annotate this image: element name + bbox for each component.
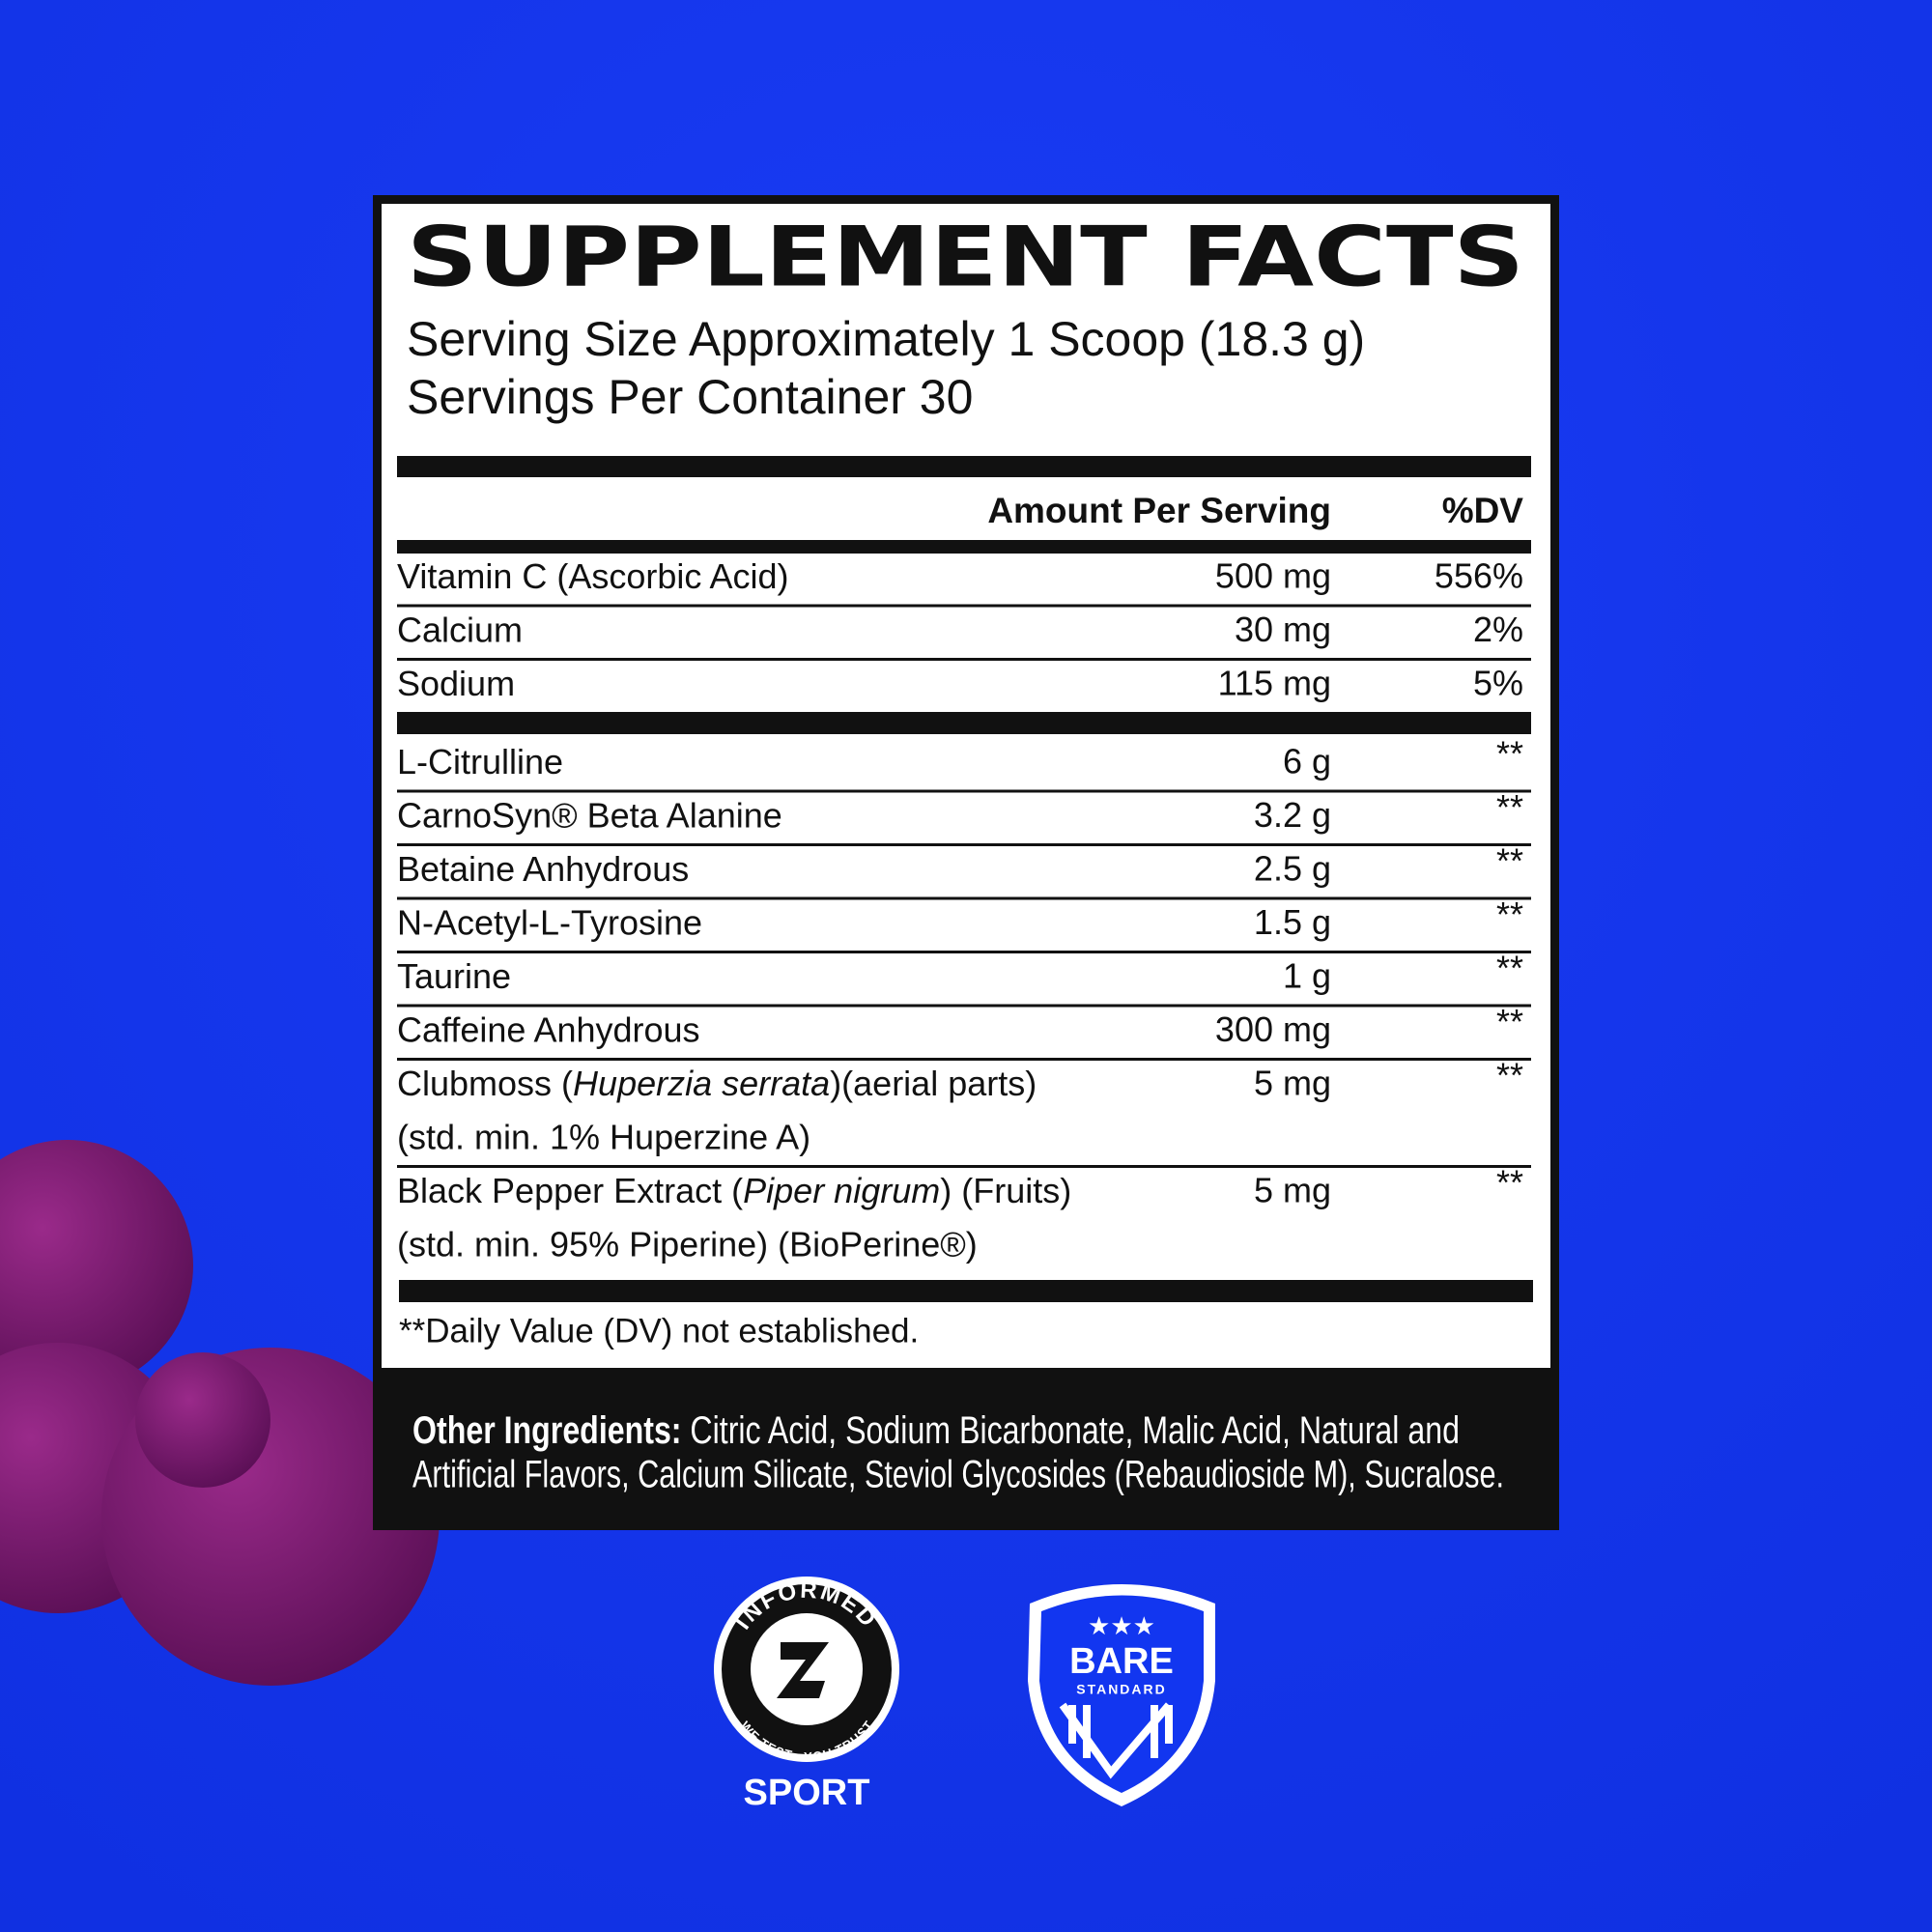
badge-name: BARE <box>1069 1641 1174 1682</box>
name-part: Clubmoss ( <box>397 1064 573 1103</box>
row-dv: ** <box>1496 949 1523 988</box>
row-name: Betaine Anhydrous <box>397 849 689 889</box>
badge-label: SPORT <box>744 1773 870 1813</box>
name-part: Black Pepper Extract ( <box>397 1171 743 1210</box>
row-amount: 5 mg <box>1254 1064 1331 1103</box>
name-part: Betaine Anhydrous <box>397 849 689 889</box>
bare-standard-badge: ★★★ BARE STANDARD <box>1028 1584 1215 1806</box>
header-dv: %DV <box>1442 491 1524 530</box>
other-ingredients: Other Ingredients: Citric Acid, Sodium B… <box>412 1409 1460 1452</box>
row-name: (std. min. 95% Piperine) (BioPerine®) <box>397 1224 978 1264</box>
rule <box>397 712 1531 734</box>
row-dv: ** <box>1496 895 1523 934</box>
row-name: L-Citrulline <box>397 742 563 781</box>
stars: ★★★ <box>1088 1611 1155 1640</box>
name-part: ) (Fruits) <box>940 1171 1071 1210</box>
other-text: Citric Acid, Sodium Bicarbonate, Malic A… <box>682 1409 1460 1452</box>
row-name: Vitamin C (Ascorbic Acid) <box>397 556 788 596</box>
serving-size: Serving Size Approximately 1 Scoop (18.3… <box>407 312 1365 366</box>
servings: Servings Per Container 30 <box>407 370 973 424</box>
row-rule <box>397 896 1531 900</box>
name-part: Caffeine Anhydrous <box>397 1009 700 1049</box>
row-rule <box>397 951 1531 953</box>
row-rule <box>397 1165 1531 1168</box>
name-part: N-Acetyl-L-Tyrosine <box>397 902 702 942</box>
name-part: L-Citrulline <box>397 742 563 781</box>
name-part: Calcium <box>397 610 523 649</box>
row-amount: 300 mg <box>1215 1009 1331 1049</box>
other-text: Artificial Flavors, Calcium Silicate, St… <box>412 1454 1504 1496</box>
row-rule <box>397 843 1531 846</box>
row-amount: 500 mg <box>1215 556 1331 596</box>
row-amount: 1 g <box>1283 956 1331 996</box>
row-rule <box>397 658 1531 661</box>
row-name: Clubmoss (Huperzia serrata)(aerial parts… <box>397 1064 1037 1103</box>
row-amount: 30 mg <box>1235 610 1331 649</box>
row-rule <box>397 1004 1531 1008</box>
other-label: Other Ingredients: <box>412 1409 682 1452</box>
row-dv: ** <box>1496 734 1523 774</box>
rule <box>399 1280 1533 1302</box>
rule <box>397 540 1531 554</box>
badge-sub: STANDARD <box>1076 1682 1167 1697</box>
row-amount: 115 mg <box>1218 664 1331 703</box>
row-dv: ** <box>1496 1056 1523 1095</box>
panel <box>382 204 1550 1368</box>
row-name: (std. min. 1% Huperzine A) <box>397 1117 810 1156</box>
name-part: Huperzia serrata <box>573 1064 830 1103</box>
row-name: N-Acetyl-L-Tyrosine <box>397 902 702 942</box>
row-name: CarnoSyn® Beta Alanine <box>397 795 782 835</box>
row-rule <box>397 1058 1531 1061</box>
header-amount: Amount Per Serving <box>987 491 1331 530</box>
name-part: Vitamin C (Ascorbic Acid) <box>397 556 788 596</box>
row-dv: 5% <box>1473 664 1523 703</box>
row-name: Black Pepper Extract (Piper nigrum) (Fru… <box>397 1171 1071 1210</box>
row-amount: 2.5 g <box>1254 849 1331 889</box>
row-amount: 6 g <box>1283 742 1331 781</box>
row-dv: ** <box>1496 841 1523 881</box>
row-name: Taurine <box>397 956 511 996</box>
raspberries <box>0 1140 440 1686</box>
row-dv: ** <box>1496 1002 1523 1041</box>
name-part: Taurine <box>397 956 511 996</box>
row-name: Sodium <box>397 664 515 703</box>
row-dv: 556% <box>1435 556 1523 596</box>
row-amount: 3.2 g <box>1254 795 1331 835</box>
name-part: Sodium <box>397 664 515 703</box>
row-name: Caffeine Anhydrous <box>397 1009 700 1049</box>
row-name: Calcium <box>397 610 523 649</box>
footnote: **Daily Value (DV) not established. <box>399 1312 919 1350</box>
row-rule <box>397 604 1531 608</box>
title: SUPPLEMENT FACTS <box>407 209 1524 305</box>
row-amount: 5 mg <box>1254 1171 1331 1210</box>
name-part: Piper nigrum <box>743 1171 940 1210</box>
row-rule <box>397 789 1531 793</box>
name-part: (std. min. 1% Huperzine A) <box>397 1117 810 1156</box>
name-part: (std. min. 95% Piperine) (BioPerine®) <box>397 1224 978 1264</box>
row-amount: 1.5 g <box>1254 902 1331 942</box>
row-dv: 2% <box>1473 610 1523 649</box>
row-dv: ** <box>1496 1163 1523 1203</box>
name-part: CarnoSyn® Beta Alanine <box>397 795 782 835</box>
rule <box>397 456 1531 477</box>
row-dv: ** <box>1496 787 1523 827</box>
name-part: )(aerial parts) <box>830 1064 1037 1103</box>
